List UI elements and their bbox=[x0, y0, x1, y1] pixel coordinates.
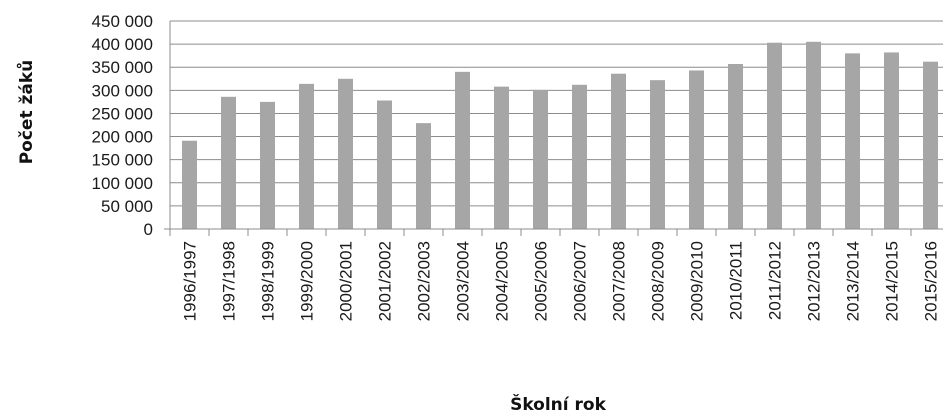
bar bbox=[260, 101, 275, 229]
x-tick-label: 1996/1997 bbox=[181, 241, 200, 321]
bar bbox=[377, 100, 392, 229]
y-tick-label: 100 000 bbox=[92, 174, 153, 193]
bar bbox=[182, 140, 197, 229]
y-tick-label: 250 000 bbox=[92, 104, 153, 123]
x-tick-label: 1998/1999 bbox=[259, 241, 278, 321]
y-tick-label: 150 000 bbox=[92, 151, 153, 170]
x-tick-label: 2013/2014 bbox=[844, 241, 863, 321]
x-tick-label: 2010/2011 bbox=[727, 241, 746, 320]
bar bbox=[221, 96, 236, 229]
y-tick-label: 450 000 bbox=[92, 12, 153, 31]
x-tick-label: 2009/2010 bbox=[688, 241, 707, 321]
x-tick-label: 2008/2009 bbox=[649, 241, 668, 321]
x-tick-label: 2001/2002 bbox=[376, 241, 395, 321]
x-tick-label: 2014/2015 bbox=[883, 241, 902, 321]
bar bbox=[923, 61, 938, 230]
x-tick-label: 2015/2016 bbox=[922, 241, 941, 321]
x-tick-label: 2012/2013 bbox=[805, 241, 824, 321]
bar bbox=[299, 83, 314, 230]
bar bbox=[767, 42, 782, 230]
bar bbox=[611, 73, 626, 230]
bars bbox=[182, 41, 938, 230]
bar bbox=[884, 52, 899, 230]
y-tick-label: 300 000 bbox=[92, 81, 153, 100]
axes bbox=[164, 21, 943, 236]
bar bbox=[338, 78, 353, 230]
x-tick-label: 1997/1998 bbox=[220, 241, 239, 321]
x-tick-label: 2002/2003 bbox=[415, 241, 434, 321]
y-tick-label: 400 000 bbox=[92, 35, 153, 54]
bar bbox=[416, 123, 431, 229]
y-tick-label: 200 000 bbox=[92, 128, 153, 147]
x-tick-label: 2005/2006 bbox=[532, 241, 551, 321]
x-axis-title: Školní rok bbox=[510, 393, 607, 415]
x-tick-label: 2006/2007 bbox=[571, 241, 590, 321]
y-tick-label: 350 000 bbox=[92, 58, 153, 77]
bar bbox=[455, 71, 470, 229]
bar bbox=[806, 41, 821, 229]
bar bbox=[533, 89, 548, 229]
x-tick-labels: 1996/1997 1997/1998 1998/1999 1999/2000 2000… bbox=[181, 241, 941, 321]
x-tick-label: 1999/2000 bbox=[298, 241, 317, 321]
x-tick-label: 2004/2005 bbox=[493, 241, 512, 321]
y-tick-label: 50 000 bbox=[101, 197, 153, 216]
x-tick-label: 2011/2012 bbox=[766, 241, 785, 320]
y-axis-title: Počet žáků bbox=[15, 60, 37, 165]
x-tick-label: 2000/2001 bbox=[337, 241, 356, 321]
bar bbox=[494, 86, 509, 229]
bar bbox=[728, 63, 743, 230]
x-tick-label: 2003/2004 bbox=[454, 241, 473, 321]
bar bbox=[650, 80, 665, 229]
y-tick-label: 0 bbox=[144, 220, 153, 239]
bar bbox=[689, 70, 704, 229]
y-tick-labels: 0 50 000 100 000 150 000 200 000 250 000 300 0… bbox=[92, 12, 153, 239]
bar bbox=[572, 84, 587, 229]
gridlines bbox=[170, 20, 943, 207]
bar bbox=[845, 53, 860, 229]
x-tick-label: 2007/2008 bbox=[610, 241, 629, 321]
